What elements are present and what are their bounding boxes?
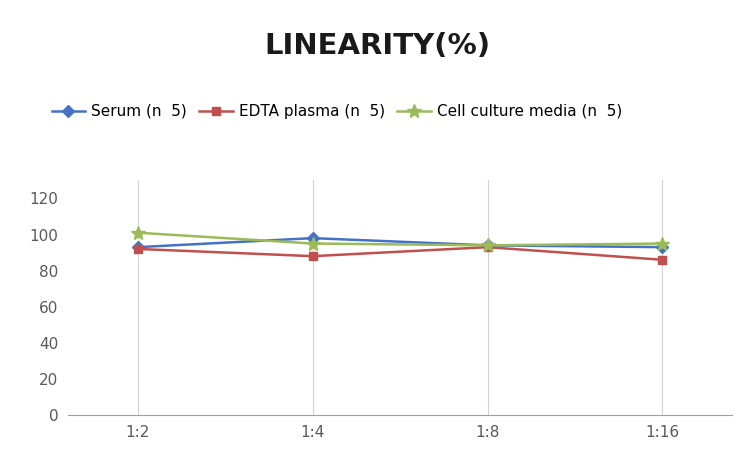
EDTA plasma (n 5) bbox=[483, 244, 492, 250]
Serum (n 5) bbox=[134, 244, 143, 250]
Legend: Serum (n 5), EDTA plasma (n 5), Cell culture media (n 5): Serum (n 5), EDTA plasma (n 5), Cell cul… bbox=[45, 98, 628, 125]
Line: Cell culture media (n 5): Cell culture media (n 5) bbox=[131, 226, 670, 252]
Cell culture media (n 5) bbox=[308, 241, 317, 246]
Cell culture media (n 5) bbox=[134, 230, 143, 235]
Cell culture media (n 5) bbox=[658, 241, 667, 246]
Serum (n 5) bbox=[658, 244, 667, 250]
EDTA plasma (n 5) bbox=[308, 253, 317, 259]
Cell culture media (n 5) bbox=[483, 243, 492, 248]
Text: LINEARITY(%): LINEARITY(%) bbox=[264, 32, 491, 60]
Serum (n 5) bbox=[483, 243, 492, 248]
EDTA plasma (n 5) bbox=[658, 257, 667, 262]
Line: Serum (n 5): Serum (n 5) bbox=[134, 234, 667, 251]
Line: EDTA plasma (n 5): EDTA plasma (n 5) bbox=[134, 243, 667, 264]
Serum (n 5) bbox=[308, 235, 317, 241]
EDTA plasma (n 5) bbox=[134, 246, 143, 252]
